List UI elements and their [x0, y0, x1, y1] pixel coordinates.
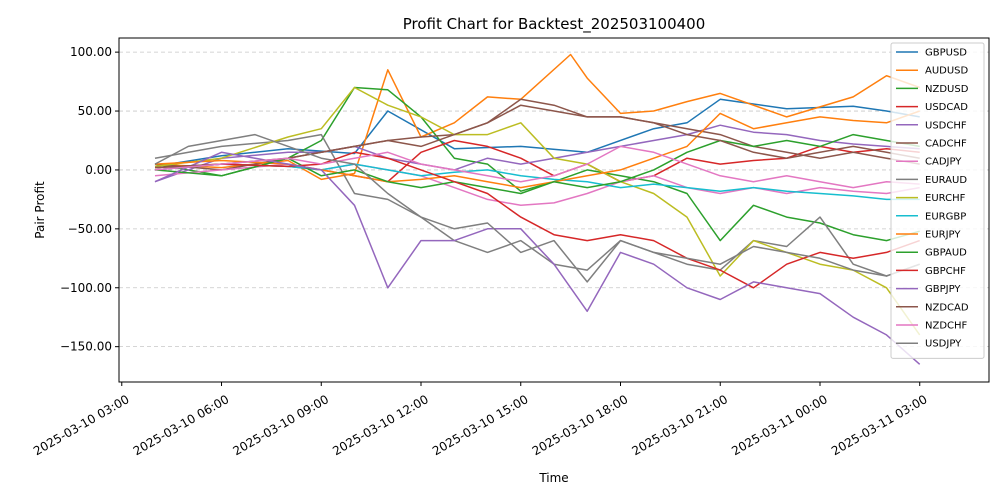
y-tick-label: 100.00 [70, 45, 112, 59]
legend-label: NZDUSD [925, 84, 969, 95]
legend-label: EURAUD [925, 175, 967, 186]
legend-label: GBPCHF [925, 266, 966, 277]
y-tick-label: 50.00 [78, 104, 112, 118]
legend-label: AUDUSD [925, 66, 969, 77]
chart-title: Profit Chart for Backtest_202503100400 [403, 15, 706, 34]
legend-label: CADJPY [925, 157, 962, 168]
legend-label: NZDCHF [925, 321, 968, 332]
legend-label: EURGBP [925, 211, 966, 222]
series-line-gbpjpy [154, 151, 921, 365]
series-line-nzdusd [154, 86, 920, 242]
legend-label: CADCHF [925, 139, 967, 150]
legend-label: USDCHF [925, 120, 967, 131]
y-tick-label: −150.00 [60, 340, 112, 354]
legend-label: EURJPY [925, 230, 961, 241]
series-lines [154, 53, 921, 365]
legend-label: USDCAD [925, 102, 968, 113]
plot-frame [118, 37, 990, 383]
x-axis-label: Time [538, 471, 568, 485]
legend-label: EURCHF [925, 193, 966, 204]
legend-box [890, 42, 985, 359]
series-line-euraud [154, 133, 920, 277]
series-line-usdjpy [154, 133, 920, 283]
legend-label: GBPJPY [925, 284, 961, 295]
legend-label: USDJPY [925, 339, 962, 350]
series-line-eurgbp [154, 163, 920, 201]
legend-label: GBPAUD [925, 248, 967, 259]
legend-label: NZDCAD [925, 302, 969, 313]
legend: GBPUSD AUDUSD NZDUSD USDCAD USDCHF CADCHF CADJ… [890, 42, 985, 359]
series-line-gbpchf [154, 151, 920, 289]
y-axis: 100.00 50.00 0.00 −50.00 −100.00 −150.00 [60, 45, 119, 354]
legend-label: GBPUSD [925, 48, 967, 59]
y-tick-label: −100.00 [60, 281, 112, 295]
series-line-audusd [154, 53, 920, 181]
y-tick-label: 0.00 [85, 163, 112, 177]
y-axis-label: Pair Profit [33, 181, 47, 239]
series-line-nzdcad [154, 104, 920, 169]
series-line-gbpaud [154, 133, 920, 195]
y-tick-label: −50.00 [68, 222, 112, 236]
